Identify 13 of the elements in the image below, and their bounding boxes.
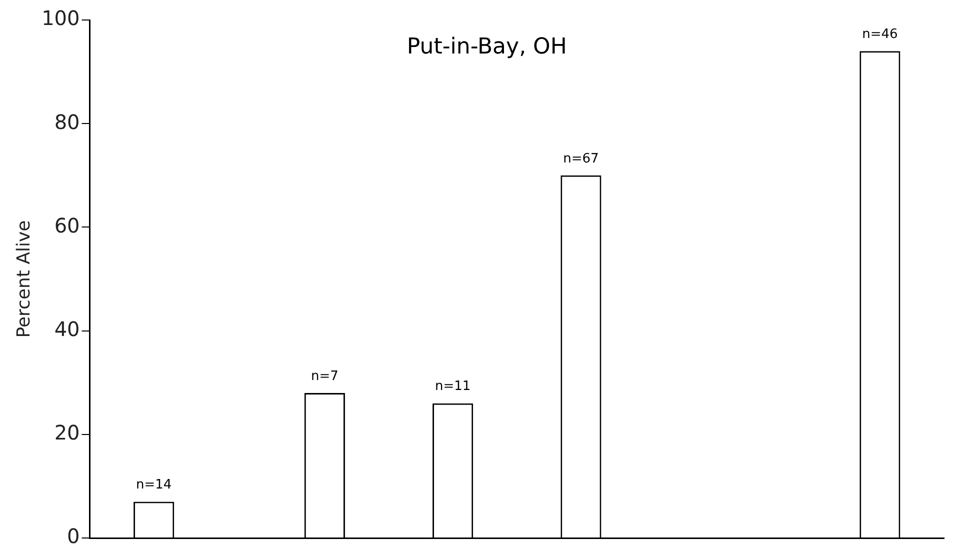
y-tick-label: 80 — [54, 110, 80, 134]
y-axis-title: Percent Alive — [13, 220, 34, 338]
y-tick-label: 20 — [54, 420, 80, 445]
y-tick-label: 60 — [54, 213, 80, 238]
text: Put-in-Bay, OH — [406, 34, 567, 60]
annotation: n=46 — [862, 26, 898, 42]
annotation: n=67 — [563, 151, 599, 166]
annotation: n=7 — [310, 368, 338, 384]
annotation: n=11 — [434, 379, 471, 394]
y-tick-label: 100 — [42, 6, 80, 30]
annotation: n=14 — [136, 478, 172, 493]
y-tick-label: 40 — [54, 317, 80, 342]
y-tick-label: 0 — [67, 524, 80, 548]
